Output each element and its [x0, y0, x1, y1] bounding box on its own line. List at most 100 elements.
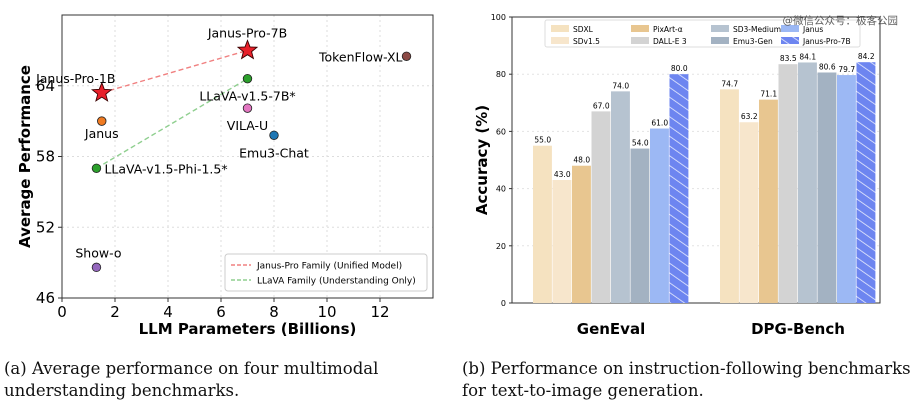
scatter-x-tick-label: 12 [370, 303, 389, 321]
scatter-point-label: LLaVA-v1.5-Phi-1.5* [104, 161, 227, 176]
bar [798, 62, 817, 303]
bar-value-label: 74.0 [612, 81, 629, 90]
scatter-trend-line [96, 78, 248, 169]
scatter-legend-box [224, 253, 428, 292]
scatter-point-label: Emu3-Chat [239, 145, 309, 160]
bar-value-label: 71.1 [760, 90, 777, 99]
scatter-trend-lines [96, 49, 248, 169]
bar-legend-swatch [551, 25, 569, 32]
bar [720, 89, 739, 303]
bar-legend-label: PixArt-α [653, 25, 683, 34]
bar-legend-label: SDv1.5 [573, 37, 600, 46]
bar [669, 74, 689, 303]
bar [650, 128, 669, 303]
bar-category-label: GenEval [577, 320, 645, 338]
bar-legend-swatch [631, 37, 649, 44]
bar-legend-label: Janus [802, 25, 823, 34]
bar-value-label: 48.0 [573, 156, 590, 165]
bar [778, 64, 798, 303]
scatter-x-tick-label: 2 [110, 303, 120, 321]
scatter-points: Janus-Pro-7B Janus-Pro-1B TokenFlow-XL LLaV… [35, 25, 412, 273]
scatter-y-tick-label: 52 [36, 218, 55, 236]
bar-chart: 55.0 43.048.0 67.0 74.0 54.0 61.0 80.0 74.7 63.2… [473, 13, 898, 338]
bar [533, 145, 552, 303]
bar-ticks: 0 20 40 60 80 100 GenEval DPG-Bench [491, 13, 845, 338]
bar-legend-swatch [551, 37, 569, 44]
bar-series: 55.0 43.048.0 67.0 74.0 54.0 61.0 80.0 74.7 63.2… [533, 52, 876, 304]
bar-y-tick-label: 40 [496, 185, 506, 194]
scatter-point-marker [91, 163, 102, 173]
bar-plot-frame [511, 16, 881, 304]
caption-a: (a) Average performance on four multimod… [4, 359, 379, 400]
bar [630, 148, 650, 303]
bar [739, 122, 759, 303]
scatter-legend-label: Janus-Pro Family (Unified Model) [256, 262, 402, 272]
watermark-text: @微信公众号：极客公园 [783, 14, 899, 27]
scatter-point-marker [242, 103, 253, 113]
bar [817, 72, 837, 303]
scatter-x-tick-label: 6 [216, 303, 226, 321]
bar-y-tick-label: 100 [491, 13, 506, 22]
bar-value-label: 80.6 [819, 62, 836, 71]
scatter-x-tick-label: 8 [269, 303, 279, 321]
scatter-x-tick-label: 10 [317, 303, 336, 321]
scatter-y-tick-label: 64 [36, 77, 55, 95]
scatter-point-label: LLaVA-v1.5-7B* [199, 89, 295, 104]
bar [759, 99, 778, 304]
scatter-point-marker [91, 262, 102, 273]
bar-value-label: 84.1 [799, 52, 816, 61]
bar-value-label: 61.0 [651, 119, 668, 128]
scatter-point-label: Janus-Pro-7B [207, 25, 287, 40]
bar-value-label: 67.0 [593, 101, 610, 110]
bar [837, 75, 856, 303]
bar-category-label: DPG-Bench [751, 320, 845, 338]
scatter-point-label: Janus [84, 126, 119, 141]
bar-legend-label: SD3-Medium [733, 25, 781, 34]
scatter-legend: Janus-Pro Family (Unified Model) LLaVA Fa… [224, 253, 428, 292]
scatter-point-label: Show-o [75, 245, 121, 260]
bar-value-label: 54.0 [632, 139, 649, 148]
bar-y-axis-label: Accuracy (%) [473, 105, 491, 215]
scatter-point-marker [269, 130, 279, 140]
scatter-star-marker [91, 81, 113, 102]
bar-value-label: 79.7 [838, 65, 855, 74]
bar-legend-label: SDXL [573, 25, 594, 34]
bar [552, 180, 572, 303]
scatter-point-label: TokenFlow-XL [318, 49, 403, 64]
bar-legend-swatch [781, 37, 799, 44]
scatter-x-tick-label: 0 [57, 303, 67, 321]
scatter-point-marker [401, 51, 412, 61]
bar-legend-swatch [781, 25, 799, 32]
scatter-y-tick-label: 46 [36, 289, 55, 307]
bar-value-label: 74.7 [721, 79, 738, 88]
bar-value-label: 55.0 [534, 136, 551, 145]
scatter-y-tick-label: 58 [36, 148, 55, 166]
bar-value-label: 84.2 [858, 52, 875, 61]
bar-legend-label: DALL-E 3 [653, 37, 687, 46]
scatter-point-label: VILA-U [227, 118, 268, 133]
bar [572, 165, 591, 303]
bar-legend-swatch [631, 25, 649, 32]
bar-legend-label: Janus-Pro-7B [802, 37, 851, 46]
scatter-x-tick-label: 4 [163, 303, 173, 321]
bar-y-tick-label: 0 [501, 299, 506, 308]
bar [591, 111, 611, 303]
caption-b: (b) Performance on instruction-following… [462, 359, 911, 400]
scatter-trend-line [101, 49, 248, 94]
bar-value-label: 63.2 [741, 112, 758, 121]
scatter-star-marker [236, 39, 259, 60]
bar-legend-swatch [711, 25, 729, 32]
bar [611, 91, 630, 303]
bar-legend: SDXL SDv1.5 PixArt-α DALL-E 3 SD3-Medium Emu3… [544, 19, 861, 48]
bar-y-tick-label: 80 [496, 70, 506, 79]
bar [856, 62, 876, 303]
scatter-point-marker [242, 73, 253, 84]
scatter-point-marker [97, 116, 107, 126]
scatter-y-axis-label: Average Performance [16, 65, 34, 248]
bar-legend-label: Emu3-Gen [733, 37, 773, 46]
bar-value-label: 43.0 [554, 170, 571, 179]
scatter-chart: Janus-Pro-7B Janus-Pro-1B TokenFlow-XL LLaV… [16, 14, 434, 338]
bar-value-label: 80.0 [671, 64, 688, 73]
